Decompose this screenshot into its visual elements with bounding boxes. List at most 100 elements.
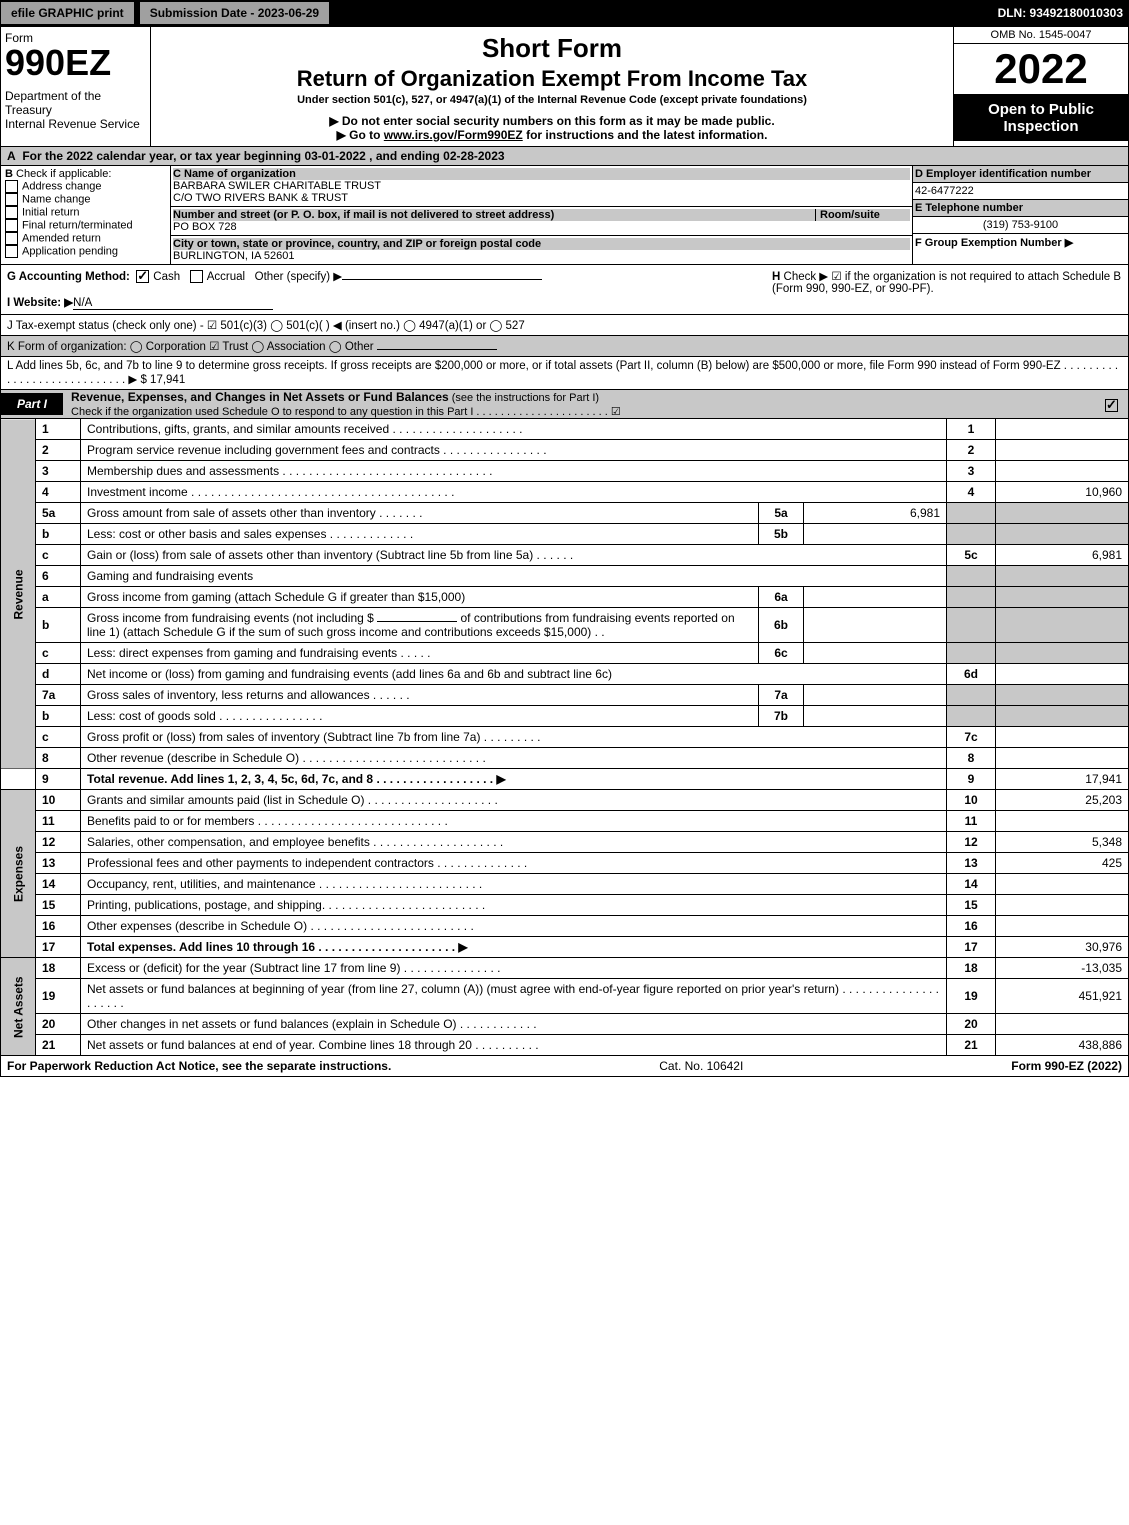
section-def: D Employer identification number 42-6477… xyxy=(913,166,1128,264)
c-addr-row: Number and street (or P. O. box, if mail… xyxy=(171,207,912,236)
ln-7a-mn: 7a xyxy=(759,685,804,706)
ln-16-rn: 16 xyxy=(947,916,996,937)
ln-7c-num: c xyxy=(36,727,81,748)
ln-21-desc: Net assets or fund balances at end of ye… xyxy=(81,1035,947,1056)
header-right: OMB No. 1545-0047 2022 Open to Public In… xyxy=(953,27,1128,146)
check-application-pending[interactable] xyxy=(5,245,18,258)
ln-6d-num: d xyxy=(36,664,81,685)
ln-6a-rn xyxy=(947,587,996,608)
ln-14-desc: Occupancy, rent, utilities, and maintena… xyxy=(81,874,947,895)
ln-4-rn: 4 xyxy=(947,482,996,503)
ln-10-rv: 25,203 xyxy=(996,790,1129,811)
check-address-change[interactable] xyxy=(5,180,18,193)
irs-link[interactable]: www.irs.gov/Form990EZ xyxy=(384,128,523,142)
ln-19-rv: 451,921 xyxy=(996,979,1129,1014)
ln-1-num: 1 xyxy=(36,419,81,440)
form-number: 990EZ xyxy=(5,45,146,81)
ln-7a-desc: Gross sales of inventory, less returns a… xyxy=(81,685,759,706)
ln-6c-mn: 6c xyxy=(759,643,804,664)
ln-21-rn: 21 xyxy=(947,1035,996,1056)
part-i-title: Revenue, Expenses, and Changes in Net As… xyxy=(71,390,449,404)
ln-20-rv xyxy=(996,1014,1129,1035)
c-name-hdr: C Name of organization xyxy=(173,168,910,180)
side-expenses: Expenses xyxy=(1,790,36,958)
part-i-check: Check if the organization used Schedule … xyxy=(71,406,621,418)
ln-6a-desc: Gross income from gaming (attach Schedul… xyxy=(81,587,759,608)
ln-6d-rv xyxy=(996,664,1129,685)
k-other-field[interactable] xyxy=(377,349,497,350)
header-mid: Short Form Return of Organization Exempt… xyxy=(151,27,953,146)
ln-5c-num: c xyxy=(36,545,81,566)
g-cash: Cash xyxy=(153,271,180,283)
ln-1-rn: 1 xyxy=(947,419,996,440)
efile-print-button[interactable]: efile GRAPHIC print xyxy=(0,1,135,25)
ln-20-rn: 20 xyxy=(947,1014,996,1035)
ln-5a-rv xyxy=(996,503,1129,524)
c-addr-hdr: Number and street (or P. O. box, if mail… xyxy=(173,209,815,221)
open-to-public: Open to Public Inspection xyxy=(954,95,1128,141)
ln-13-rv: 425 xyxy=(996,853,1129,874)
row-j: J Tax-exempt status (check only one) - ☑… xyxy=(0,315,1129,336)
ln-6c-desc: Less: direct expenses from gaming and fu… xyxy=(81,643,759,664)
ln-9-rn: 9 xyxy=(947,769,996,790)
ln-10-rn: 10 xyxy=(947,790,996,811)
ln-6-desc: Gaming and fundraising events xyxy=(81,566,947,587)
ln-5a-desc: Gross amount from sale of assets other t… xyxy=(81,503,759,524)
ln-4-num: 4 xyxy=(36,482,81,503)
part-i-tab: Part I xyxy=(1,393,63,415)
g-other: Other (specify) ▶ xyxy=(255,271,342,283)
ln-19-desc: Net assets or fund balances at beginning… xyxy=(81,979,947,1014)
check-accrual[interactable] xyxy=(190,270,203,283)
g-other-field[interactable] xyxy=(342,279,542,280)
ln-5a-mn: 5a xyxy=(759,503,804,524)
i-website-field[interactable]: N/A xyxy=(73,297,273,310)
form-header: Form 990EZ Department of the Treasury In… xyxy=(0,26,1129,147)
c-city-val: BURLINGTON, IA 52601 xyxy=(173,250,910,262)
submission-date-button[interactable]: Submission Date - 2023-06-29 xyxy=(139,1,330,25)
ln-6-rn xyxy=(947,566,996,587)
ln-9-num: 9 xyxy=(36,769,81,790)
ln-5c-rv: 6,981 xyxy=(996,545,1129,566)
check-amended-return[interactable] xyxy=(5,232,18,245)
ln-7b-num: b xyxy=(36,706,81,727)
opt-amended-return: Amended return xyxy=(22,232,101,244)
page-footer: For Paperwork Reduction Act Notice, see … xyxy=(0,1056,1129,1077)
section-g: G Accounting Method: Cash Accrual Other … xyxy=(7,269,772,310)
ln-12-rn: 12 xyxy=(947,832,996,853)
check-final-return[interactable] xyxy=(5,219,18,232)
check-cash[interactable] xyxy=(136,270,149,283)
ln-6c-mv xyxy=(804,643,947,664)
ln-12-rv: 5,348 xyxy=(996,832,1129,853)
ln-21-num: 21 xyxy=(36,1035,81,1056)
ln-9-rv: 17,941 xyxy=(996,769,1129,790)
ln-15-rn: 15 xyxy=(947,895,996,916)
ln-16-num: 16 xyxy=(36,916,81,937)
ln-4-desc: Investment income . . . . . . . . . . . … xyxy=(81,482,947,503)
c-city-row: City or town, state or province, country… xyxy=(171,236,912,264)
ln-14-rv xyxy=(996,874,1129,895)
ln-17-rn: 17 xyxy=(947,937,996,958)
check-initial-return[interactable] xyxy=(5,206,18,219)
check-schedule-o[interactable] xyxy=(1105,399,1118,412)
ln-7b-mv xyxy=(804,706,947,727)
part-i-sub: (see the instructions for Part I) xyxy=(449,392,599,404)
check-name-change[interactable] xyxy=(5,193,18,206)
side-revenue: Revenue xyxy=(1,419,36,769)
ln-7b-desc: Less: cost of goods sold . . . . . . . .… xyxy=(81,706,759,727)
ln-5c-rn: 5c xyxy=(947,545,996,566)
opt-application-pending: Application pending xyxy=(22,245,118,257)
ln-6c-rv xyxy=(996,643,1129,664)
ln-6b-num: b xyxy=(36,608,81,643)
ln-19-num: 19 xyxy=(36,979,81,1014)
ln-3-rv xyxy=(996,461,1129,482)
title-return: Return of Organization Exempt From Incom… xyxy=(155,66,949,92)
i-label: I Website: ▶ xyxy=(7,297,73,309)
ln-6b-d1: Gross income from fundraising events (no… xyxy=(87,611,374,625)
ln-6b-rv xyxy=(996,608,1129,643)
ln-7b-rv xyxy=(996,706,1129,727)
ln-14-num: 14 xyxy=(36,874,81,895)
ln-6b-amount-field[interactable] xyxy=(377,621,457,622)
ln-7c-desc: Gross profit or (loss) from sales of inv… xyxy=(81,727,947,748)
c-city-hdr: City or town, state or province, country… xyxy=(173,238,910,250)
ln-7b-mn: 7b xyxy=(759,706,804,727)
